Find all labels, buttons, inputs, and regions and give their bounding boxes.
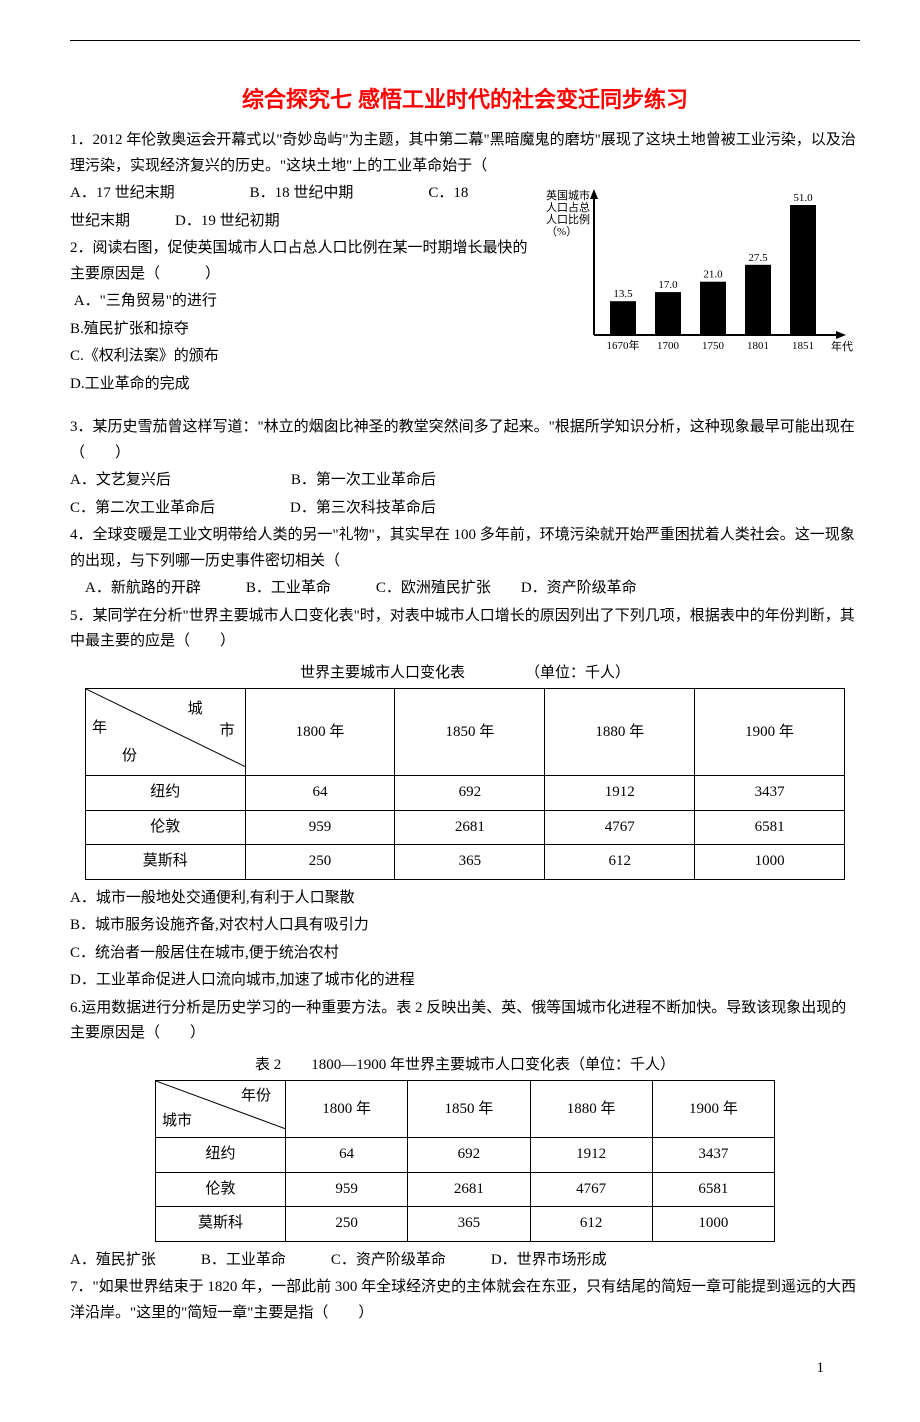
city-cell: 纽约 — [86, 776, 246, 811]
q5-diag-top: 城 — [188, 697, 203, 723]
q5-diag-mid: 市 — [220, 719, 235, 745]
value-cell: 1912 — [530, 1138, 652, 1173]
city-cell: 莫斯科 — [156, 1207, 286, 1242]
value-cell: 3437 — [652, 1138, 774, 1173]
q5-optC: C．统治者一般居住在城市,便于统治农村 — [70, 941, 860, 967]
value-cell: 2681 — [395, 810, 545, 845]
table-row: 莫斯科2503656121000 — [156, 1207, 775, 1242]
bar-value: 51.0 — [793, 192, 813, 204]
table-row: 纽约6469219123437 — [86, 776, 845, 811]
q6-stem: 6.运用数据进行分析是历史学习的一种重要方法。表 2 反映出美、英、俄等国城市化… — [70, 996, 860, 1047]
bar-value: 13.5 — [613, 289, 633, 301]
bar-chart-svg: 英国城市 人口占总 人口比例 （%） 13.5 1670年 17.0 1700 21.0… — [540, 185, 860, 360]
value-cell: 612 — [530, 1207, 652, 1242]
q6-h2: 1850 年 — [408, 1081, 530, 1138]
value-cell: 1000 — [652, 1207, 774, 1242]
bar-year: 1801 — [747, 340, 769, 352]
q5-stem: 5．某同学在分析"世界主要城市人口变化表"时，对表中城市人口增长的原因列出了下列… — [70, 604, 860, 655]
value-cell: 3437 — [695, 776, 845, 811]
q5-h4: 1900 年 — [695, 689, 845, 776]
bar-value: 21.0 — [703, 269, 723, 281]
top-rule — [70, 40, 860, 41]
ylabel-3: 人口比例 — [546, 212, 590, 226]
table-row: 莫斯科2503656121000 — [86, 845, 845, 880]
bar — [610, 302, 636, 336]
q2-chart: 英国城市 人口占总 人口比例 （%） 13.5 1670年 17.0 1700 21.0… — [540, 185, 860, 360]
table-row: 伦敦959268147676581 — [86, 810, 845, 845]
value-cell: 1000 — [695, 845, 845, 880]
q2-optD: D.工业革命的完成 — [70, 372, 860, 398]
bar — [790, 205, 816, 335]
q5-diag-bot-top: 年 — [92, 716, 107, 742]
q6-opts: A．殖民扩张 B．工业革命 C．资产阶级革命 D．世界市场形成 — [70, 1248, 860, 1274]
city-cell: 莫斯科 — [86, 845, 246, 880]
xlabel: 年代 — [831, 339, 853, 353]
value-cell: 250 — [286, 1207, 408, 1242]
bar-year: 1670年 — [607, 338, 640, 352]
page-number: 1 — [70, 1356, 860, 1382]
bar — [655, 292, 681, 335]
value-cell: 6581 — [695, 810, 845, 845]
value-cell: 612 — [545, 845, 695, 880]
q3-stem: 3．某历史雪茄曾这样写道："林立的烟囱比神圣的教堂突然间多了起来。"根据所学知识… — [70, 415, 860, 466]
q6-table: 年份 城市 1800 年 1850 年 1880 年 1900 年 纽约6469… — [155, 1080, 775, 1242]
q5-diag-bot-bot: 份 — [122, 744, 137, 770]
value-cell: 4767 — [545, 810, 695, 845]
q6-h4: 1900 年 — [652, 1081, 774, 1138]
q5-h3: 1880 年 — [545, 689, 695, 776]
q5-optB: B．城市服务设施齐备,对农村人口具有吸引力 — [70, 913, 860, 939]
bar-year: 1700 — [657, 340, 680, 352]
value-cell: 365 — [408, 1207, 530, 1242]
bar — [700, 282, 726, 335]
value-cell: 64 — [286, 1138, 408, 1173]
value-cell: 2681 — [408, 1172, 530, 1207]
q5-caption: 世界主要城市人口变化表 （单位：千人） — [70, 661, 860, 687]
q3-opts-row2: C．第二次工业革命后 D．第三次科技革命后 — [70, 496, 860, 522]
q3-opts-row1: A．文艺复兴后 B．第一次工业革命后 — [70, 468, 860, 494]
value-cell: 959 — [286, 1172, 408, 1207]
q6-diag-bot: 城市 — [162, 1109, 192, 1135]
q4-opts: A．新航路的开辟 B．工业革命 C．欧洲殖民扩张 D．资产阶级革命 — [70, 576, 860, 602]
q6-caption: 表 2 1800—1900 年世界主要城市人口变化表（单位：千人） — [70, 1053, 860, 1079]
q6-h1: 1800 年 — [286, 1081, 408, 1138]
city-cell: 伦敦 — [86, 810, 246, 845]
value-cell: 4767 — [530, 1172, 652, 1207]
bar — [745, 265, 771, 335]
ylabel-4: （%） — [546, 225, 577, 238]
value-cell: 692 — [395, 776, 545, 811]
q5-table: 城 市 年 份 1800 年 1850 年 1880 年 1900 年 纽约64… — [85, 688, 845, 880]
ylabel-2: 人口占总 — [546, 200, 590, 214]
value-cell: 1912 — [545, 776, 695, 811]
q1-stem: 1．2012 年伦敦奥运会开幕式以"奇妙岛屿"为主题，其中第二幕"黑暗魔鬼的磨坊… — [70, 128, 860, 179]
city-cell: 伦敦 — [156, 1172, 286, 1207]
q5-h2: 1850 年 — [395, 689, 545, 776]
q6-diag-top: 年份 — [241, 1084, 271, 1110]
q5-optD: D．工业革命促进人口流向城市,加速了城市化的进程 — [70, 968, 860, 994]
bar-value: 17.0 — [658, 279, 678, 291]
bar-value: 27.5 — [748, 252, 768, 264]
value-cell: 6581 — [652, 1172, 774, 1207]
value-cell: 692 — [408, 1138, 530, 1173]
q4-stem: 4．全球变暖是工业文明带给人类的另一"礼物"，其实早在 100 多年前，环境污染… — [70, 523, 860, 574]
q5-h1: 1800 年 — [245, 689, 395, 776]
q7-stem: 7．"如果世界结束于 1820 年，一部此前 300 年全球经济史的主体就会在东… — [70, 1275, 860, 1326]
q6-h3: 1880 年 — [530, 1081, 652, 1138]
value-cell: 365 — [395, 845, 545, 880]
q5-optA: A．城市一般地处交通便利,有利于人口聚散 — [70, 886, 860, 912]
bar-year: 1851 — [792, 340, 814, 352]
table-row: 伦敦959268147676581 — [156, 1172, 775, 1207]
table-row: 纽约6469219123437 — [156, 1138, 775, 1173]
bar-year: 1750 — [702, 340, 725, 352]
value-cell: 250 — [245, 845, 395, 880]
page-title: 综合探究七 感悟工业时代的社会变迁同步练习 — [70, 81, 860, 118]
value-cell: 959 — [245, 810, 395, 845]
city-cell: 纽约 — [156, 1138, 286, 1173]
value-cell: 64 — [245, 776, 395, 811]
ylabel-1: 英国城市 — [546, 188, 590, 202]
